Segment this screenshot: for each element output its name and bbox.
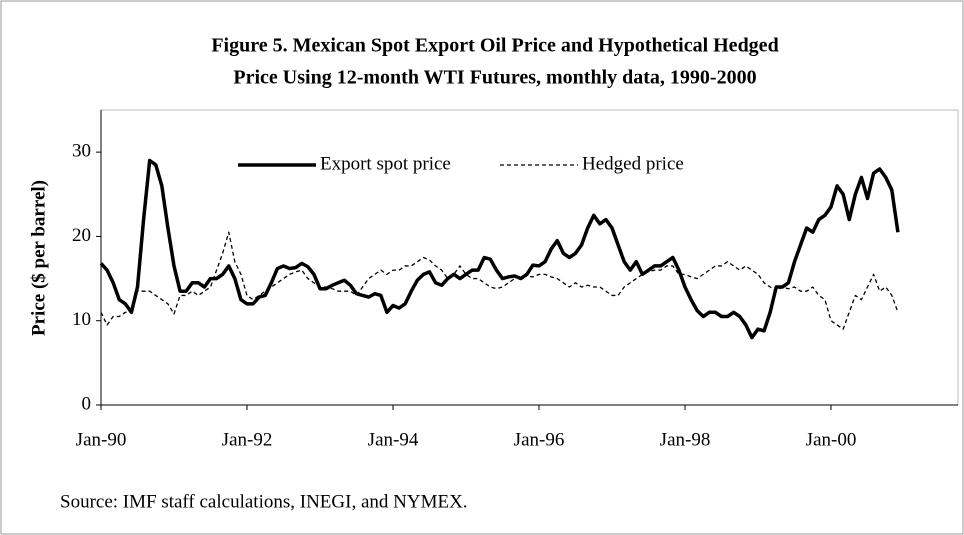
chart-subtitle: Price Using 12-month WTI Futures, monthl… xyxy=(233,67,756,89)
series-line xyxy=(100,231,899,330)
x-tick-label: Jan-96 xyxy=(514,429,565,450)
y-tick-label: 30 xyxy=(72,141,91,162)
y-tick-label: 0 xyxy=(82,393,92,414)
x-tick-label: Jan-98 xyxy=(660,429,711,450)
legend-label: Export spot price xyxy=(320,153,451,174)
x-tick-label: Jan-92 xyxy=(222,429,273,450)
series-line xyxy=(99,158,900,340)
y-axis-label: Price ($ per barrel) xyxy=(28,180,49,336)
x-tick-label: Jan-00 xyxy=(806,429,857,450)
legend-label: Hedged price xyxy=(582,153,684,174)
y-tick-label: 20 xyxy=(72,225,91,246)
y-tick-label: 10 xyxy=(72,309,91,330)
chart-title: Figure 5. Mexican Spot Export Oil Price … xyxy=(211,35,778,57)
x-tick-label: Jan-90 xyxy=(76,429,127,450)
source-note: Source: IMF staff calculations, INEGI, a… xyxy=(60,491,468,512)
x-tick-label: Jan-94 xyxy=(368,429,419,450)
